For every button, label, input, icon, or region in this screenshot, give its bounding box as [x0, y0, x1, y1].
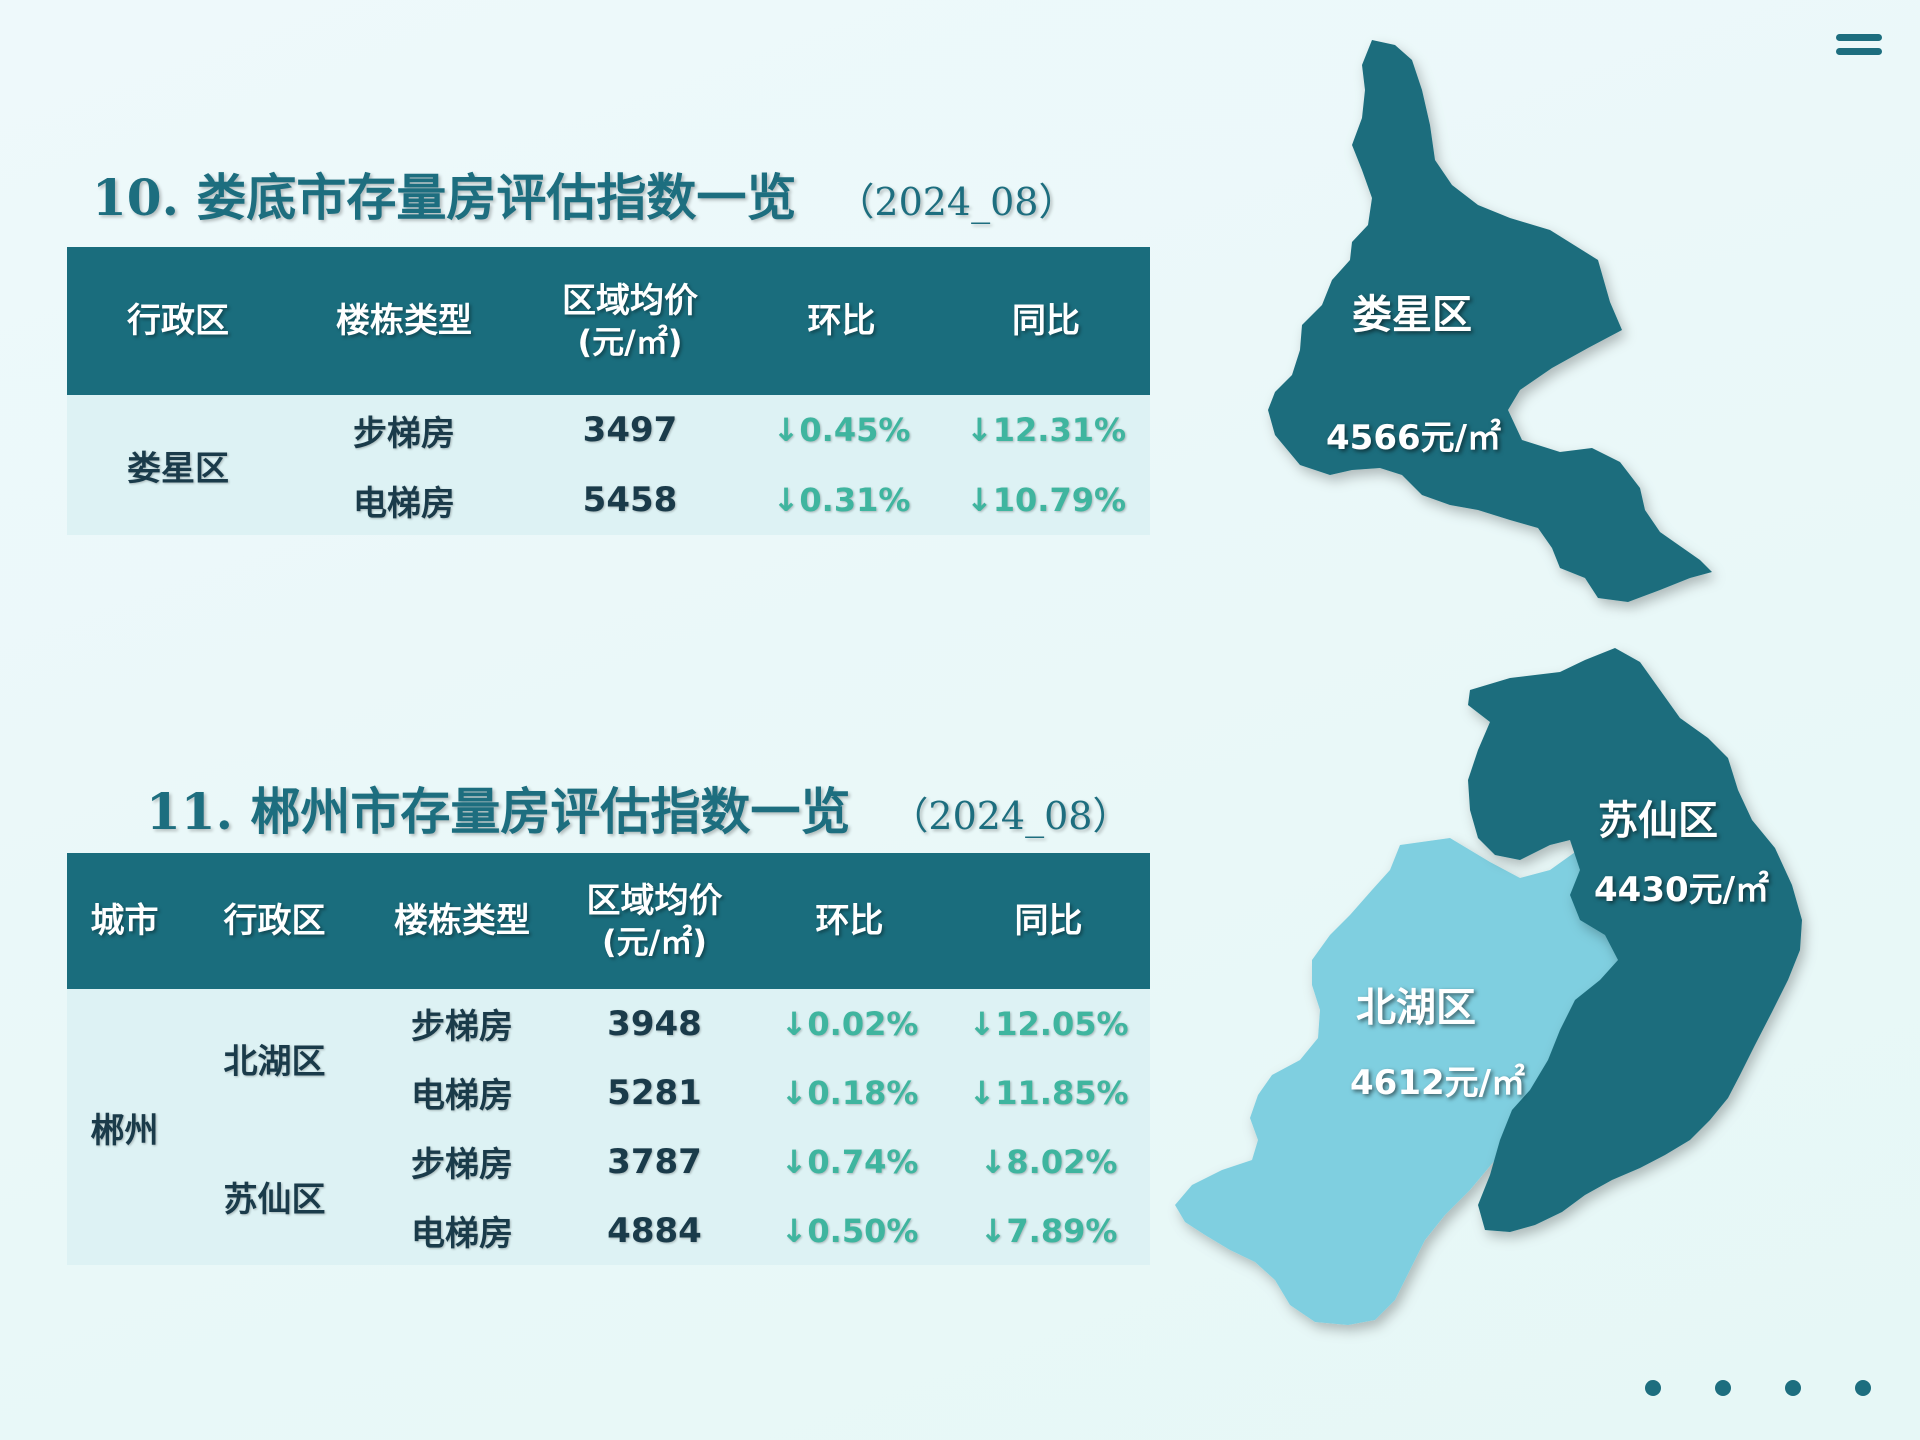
- table-row: 娄星区 步梯房 3497 ↓0.45% ↓12.31%: [67, 395, 1150, 535]
- yoy-cell: ↓7.89%: [947, 1196, 1150, 1265]
- loudi-price-table: 行政区 楼栋类型 区域均价 (元/㎡) 环比 同比 娄星区 步梯房 3497 ↓0…: [67, 247, 1150, 535]
- map-region-beihu: [1175, 832, 1680, 1325]
- title-text: 11. 郴州市存量房评估指数一览: [146, 782, 851, 841]
- table-row: 郴州 北湖区 步梯房 3948 ↓0.02% ↓12.05%: [67, 989, 1150, 1265]
- mom-cell: ↓0.45%: [741, 395, 942, 465]
- header-avg-price-unit: (元/㎡): [602, 923, 707, 962]
- type-cell: 步梯房: [367, 989, 557, 1058]
- price-cell: 5281: [557, 1058, 752, 1127]
- city-cell: 郴州: [67, 989, 182, 1265]
- district-cell: 北湖区: [182, 989, 367, 1127]
- map-label-louxing-name: 娄星区: [1352, 292, 1472, 338]
- price-cell: 5458: [519, 465, 741, 535]
- header-avg-price-label: 区域均价: [586, 880, 723, 921]
- pagination-dot[interactable]: [1785, 1380, 1801, 1396]
- chenzhou-price-table: 城市 行政区 楼栋类型 区域均价 (元/㎡) 环比 同比 郴州 北湖区 步梯房 3…: [67, 853, 1150, 1265]
- header-avg-price: 区域均价 (元/㎡): [557, 853, 752, 989]
- header-building-type: 楼栋类型: [367, 853, 557, 989]
- yoy-cell: ↓11.85%: [947, 1058, 1150, 1127]
- header-district: 行政区: [67, 247, 289, 395]
- header-avg-price: 区域均价 (元/㎡): [519, 247, 741, 395]
- type-cell: 步梯房: [289, 395, 519, 465]
- section-title-loudi: 10. 娄底市存量房评估指数一览 （2024_08）: [92, 158, 1076, 230]
- type-cell: 步梯房: [367, 1127, 557, 1196]
- header-building-type: 楼栋类型: [289, 247, 519, 395]
- map-label-beihu-price: 4612元/㎡: [1350, 1063, 1526, 1103]
- district-cell: 娄星区: [67, 395, 289, 535]
- yoy-cell: ↓10.79%: [942, 465, 1150, 535]
- header-district: 行政区: [182, 853, 367, 989]
- type-cell: 电梯房: [367, 1196, 557, 1265]
- price-cell: 3497: [519, 395, 741, 465]
- pagination-dot[interactable]: [1645, 1380, 1661, 1396]
- district-cell: 苏仙区: [182, 1127, 367, 1265]
- title-year: （2024_08）: [836, 180, 1077, 224]
- title-year: （2024_08）: [890, 794, 1131, 838]
- header-yoy: 同比: [942, 247, 1150, 395]
- type-cell: 电梯房: [289, 465, 519, 535]
- map-label-suxian-price: 4430元/㎡: [1594, 870, 1770, 910]
- pagination-dot[interactable]: [1855, 1380, 1871, 1396]
- section-title-chenzhou: 11. 郴州市存量房评估指数一览 （2024_08）: [146, 772, 1130, 844]
- map-label-louxing-price: 4566元/㎡: [1326, 418, 1502, 458]
- mom-cell: ↓0.31%: [741, 465, 942, 535]
- title-text: 10. 娄底市存量房评估指数一览: [92, 168, 797, 227]
- price-cell: 3787: [557, 1127, 752, 1196]
- table-row: 电梯房 5458 ↓0.31% ↓10.79%: [67, 465, 1150, 535]
- price-cell: 3948: [557, 989, 752, 1058]
- table-row: 电梯房 5281 ↓0.18% ↓11.85%: [67, 1058, 1150, 1127]
- header-avg-price-unit: (元/㎡): [577, 323, 683, 362]
- header-mom: 环比: [741, 247, 942, 395]
- table-row: 苏仙区 步梯房 3787 ↓0.74% ↓8.02%: [67, 1127, 1150, 1265]
- yoy-cell: ↓8.02%: [947, 1127, 1150, 1196]
- menu-icon[interactable]: [1836, 34, 1882, 56]
- header-city: 城市: [67, 853, 182, 989]
- header-avg-price-label: 区域均价: [562, 280, 698, 321]
- table-header-row: 行政区 楼栋类型 区域均价 (元/㎡) 环比 同比: [67, 247, 1150, 395]
- mom-cell: ↓0.18%: [752, 1058, 947, 1127]
- table-header-row: 城市 行政区 楼栋类型 区域均价 (元/㎡) 环比 同比: [67, 853, 1150, 989]
- price-cell: 4884: [557, 1196, 752, 1265]
- yoy-cell: ↓12.05%: [947, 989, 1150, 1058]
- mom-cell: ↓0.02%: [752, 989, 947, 1058]
- type-cell: 电梯房: [367, 1058, 557, 1127]
- header-yoy: 同比: [947, 853, 1150, 989]
- mom-cell: ↓0.74%: [752, 1127, 947, 1196]
- map-region-suxian: [1468, 648, 1802, 1232]
- map-region-louxing: [1268, 40, 1712, 602]
- map-label-suxian-name: 苏仙区: [1598, 798, 1718, 844]
- table-row: 电梯房 4884 ↓0.50% ↓7.89%: [67, 1196, 1150, 1265]
- pagination-dot[interactable]: [1715, 1380, 1731, 1396]
- map-label-beihu-name: 北湖区: [1356, 985, 1476, 1031]
- mom-cell: ↓0.50%: [752, 1196, 947, 1265]
- yoy-cell: ↓12.31%: [942, 395, 1150, 465]
- header-mom: 环比: [752, 853, 947, 989]
